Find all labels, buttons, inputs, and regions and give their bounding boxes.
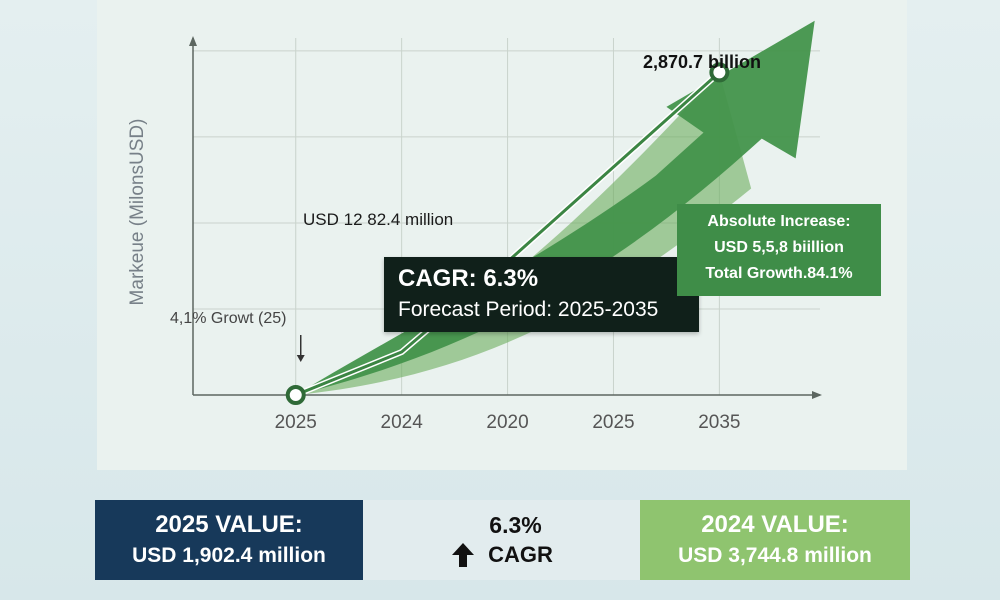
forecast-period: Forecast Period: 2025-2035 bbox=[398, 298, 659, 321]
mid-annotation: USD 12 82.4 million bbox=[303, 210, 454, 229]
card-title: 2024 VALUE: bbox=[701, 511, 849, 538]
card-title: 2025 VALUE: bbox=[155, 511, 303, 538]
x-tick-label: 2025 bbox=[275, 412, 317, 433]
start-marker bbox=[285, 385, 306, 405]
x-axis-arrowhead bbox=[812, 391, 822, 399]
cagr-row: CAGR bbox=[450, 540, 553, 570]
value-card-2024: 2024 VALUE: USD 3,744.8 million bbox=[640, 500, 910, 580]
value-card-2025: 2025 VALUE: USD 1,902.4 million bbox=[95, 500, 363, 580]
x-tick-labels: 2025 2024 2020 2025 2035 bbox=[275, 412, 741, 433]
y-axis-title: Markeue (MilonsUSD) bbox=[127, 118, 148, 306]
absolute-increase-callout: Absolute Increase: USD 5,5,8 biillion To… bbox=[677, 204, 881, 296]
y-axis-arrowhead bbox=[189, 36, 197, 46]
card-value: USD 3,744.8 million bbox=[678, 544, 872, 567]
start-pointer-head bbox=[296, 355, 305, 362]
x-tick-label: 2035 bbox=[698, 412, 740, 433]
x-tick-label: 2025 bbox=[592, 412, 634, 433]
increase-line-2: USD 5,5,8 biillion bbox=[714, 239, 844, 256]
x-tick-label: 2024 bbox=[381, 412, 424, 433]
increase-line-1: Absolute Increase: bbox=[707, 213, 851, 230]
end-marker bbox=[709, 62, 730, 83]
card-value: USD 1,902.4 million bbox=[132, 544, 326, 567]
x-tick-label: 2020 bbox=[486, 412, 528, 433]
cagr-value: 6.3% bbox=[489, 512, 542, 538]
cagr-label: CAGR bbox=[488, 542, 553, 567]
cagr-title: CAGR: 6.3% bbox=[398, 265, 539, 292]
start-annotation: 4,1% Growt (25) bbox=[170, 310, 287, 327]
growth-arrow bbox=[295, 20, 815, 396]
arrow-up-icon bbox=[452, 543, 475, 567]
cagr-callout: CAGR: 6.3% Forecast Period: 2025-2035 bbox=[384, 257, 699, 332]
cagr-card: 6.3% CAGR bbox=[363, 500, 640, 580]
increase-line-3: Total Growth.84.1% bbox=[705, 265, 853, 282]
end-value-label: 2,870.7 billion bbox=[643, 52, 762, 72]
